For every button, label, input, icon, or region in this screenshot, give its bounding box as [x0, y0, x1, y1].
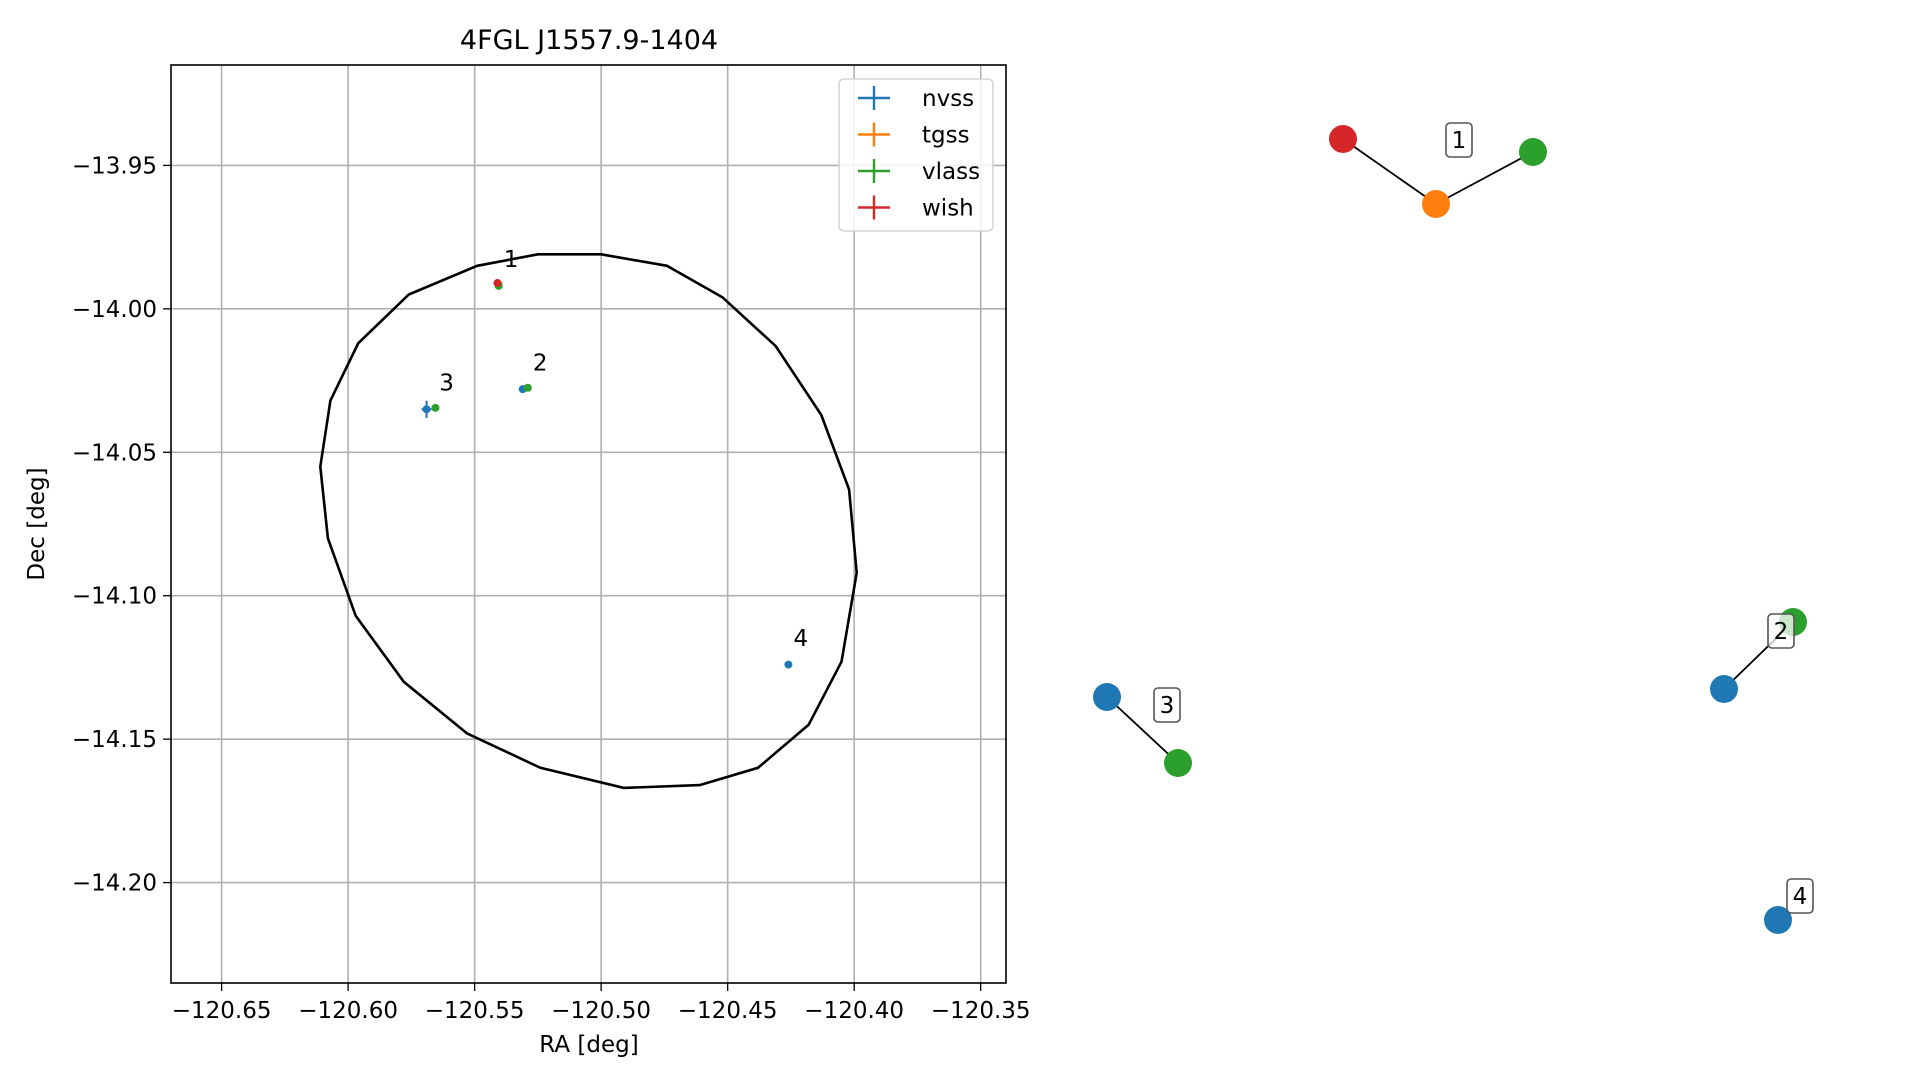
label-box-frame: [1445, 122, 1473, 158]
error-ellipse-layer: [318, 253, 859, 790]
data-point-wish: [493, 279, 502, 288]
marker-nvss: [422, 405, 431, 414]
label-box-text: 2: [1774, 619, 1789, 645]
marker-nvss: [784, 660, 793, 669]
legend: nvss tgss vlass wish: [838, 78, 994, 232]
legend-entry-wish: wish: [858, 195, 974, 222]
error-ellipse: [318, 253, 859, 790]
data-point-nvss: [421, 400, 432, 418]
point-annotation: 4: [793, 626, 808, 652]
graph-edges: [1106, 138, 1794, 764]
label-box-frame: [1153, 687, 1181, 723]
x-tick-label: −120.55: [425, 998, 525, 1024]
graph-edge: [1435, 151, 1534, 205]
legend-label: tgss: [922, 123, 970, 149]
graph-nodes: [1093, 125, 1807, 934]
data-points-layer: [421, 279, 793, 669]
x-axis-ticks: −120.65 −120.60 −120.55 −120.50 −120.45 −120.…: [172, 983, 1031, 1024]
marker-wish: [493, 279, 502, 288]
marker-vlass: [431, 403, 440, 412]
marker-vlass: [523, 383, 532, 392]
legend-frame: [838, 78, 994, 232]
data-point-nvss: [784, 660, 793, 669]
x-tick-label: −120.60: [298, 998, 398, 1024]
legend-entry-vlass: vlass: [858, 159, 980, 185]
y-tick-label: −14.00: [72, 297, 157, 323]
x-tick-label: −120.50: [551, 998, 651, 1024]
y-tick-label: −14.15: [72, 727, 157, 753]
graph-node-wish: [1329, 125, 1357, 153]
label-box-text: 4: [1793, 884, 1808, 910]
x-tick-label: −120.45: [678, 998, 778, 1024]
x-tick-label: −120.65: [172, 998, 272, 1024]
label-box-frame: [1767, 613, 1795, 649]
graph-label-box: 4: [1786, 878, 1814, 914]
point-annotation: 2: [533, 351, 548, 377]
point-annotations: 1 2 3 4: [439, 247, 808, 652]
y-tick-label: −14.20: [72, 871, 157, 897]
plot-frame: [170, 64, 1007, 984]
graph-label-box: 1: [1445, 122, 1473, 158]
graph-node-nvss: [1093, 683, 1121, 711]
x-axis-label: RA [deg]: [539, 1032, 638, 1058]
label-box-text: 3: [1160, 693, 1175, 719]
graph-label-box: 2: [1767, 613, 1795, 649]
label-box-text: 1: [1452, 128, 1467, 154]
graph-edge: [1342, 138, 1437, 205]
x-tick-label: −120.40: [804, 998, 904, 1024]
data-point-vlass: [523, 383, 532, 392]
y-axis-ticks: −13.95 −14.00 −14.05 −14.10 −14.15 −14.20: [72, 153, 171, 897]
legend-label: vlass: [922, 159, 980, 185]
y-tick-label: −14.10: [72, 584, 157, 610]
graph-labels: 1 2 3 4: [1153, 122, 1814, 914]
x-tick-label: −120.35: [931, 998, 1031, 1024]
graph-node-vlass: [1519, 138, 1547, 166]
graph-label-box: 3: [1153, 687, 1181, 723]
graph-node-vlass: [1164, 749, 1192, 777]
point-annotation: 3: [439, 371, 454, 397]
y-tick-label: −13.95: [72, 153, 157, 179]
graph-node-tgss: [1422, 190, 1450, 218]
y-axis-label: Dec [deg]: [24, 467, 50, 580]
graph-node-nvss: [1764, 906, 1792, 934]
label-box-frame: [1786, 878, 1814, 914]
data-point-vlass: [431, 403, 440, 412]
legend-label: nvss: [922, 86, 974, 112]
graph-node-nvss: [1710, 675, 1738, 703]
point-annotation: 1: [504, 247, 519, 273]
match-graph: 1 2 3 4: [1093, 122, 1814, 934]
graph-edge: [1106, 696, 1179, 764]
y-tick-label: −14.05: [72, 440, 157, 466]
chart-title: 4FGL J1557.9-1404: [460, 25, 718, 56]
legend-label: wish: [922, 196, 974, 222]
legend-entry-nvss: nvss: [858, 86, 974, 112]
legend-entry-tgss: tgss: [858, 122, 970, 149]
